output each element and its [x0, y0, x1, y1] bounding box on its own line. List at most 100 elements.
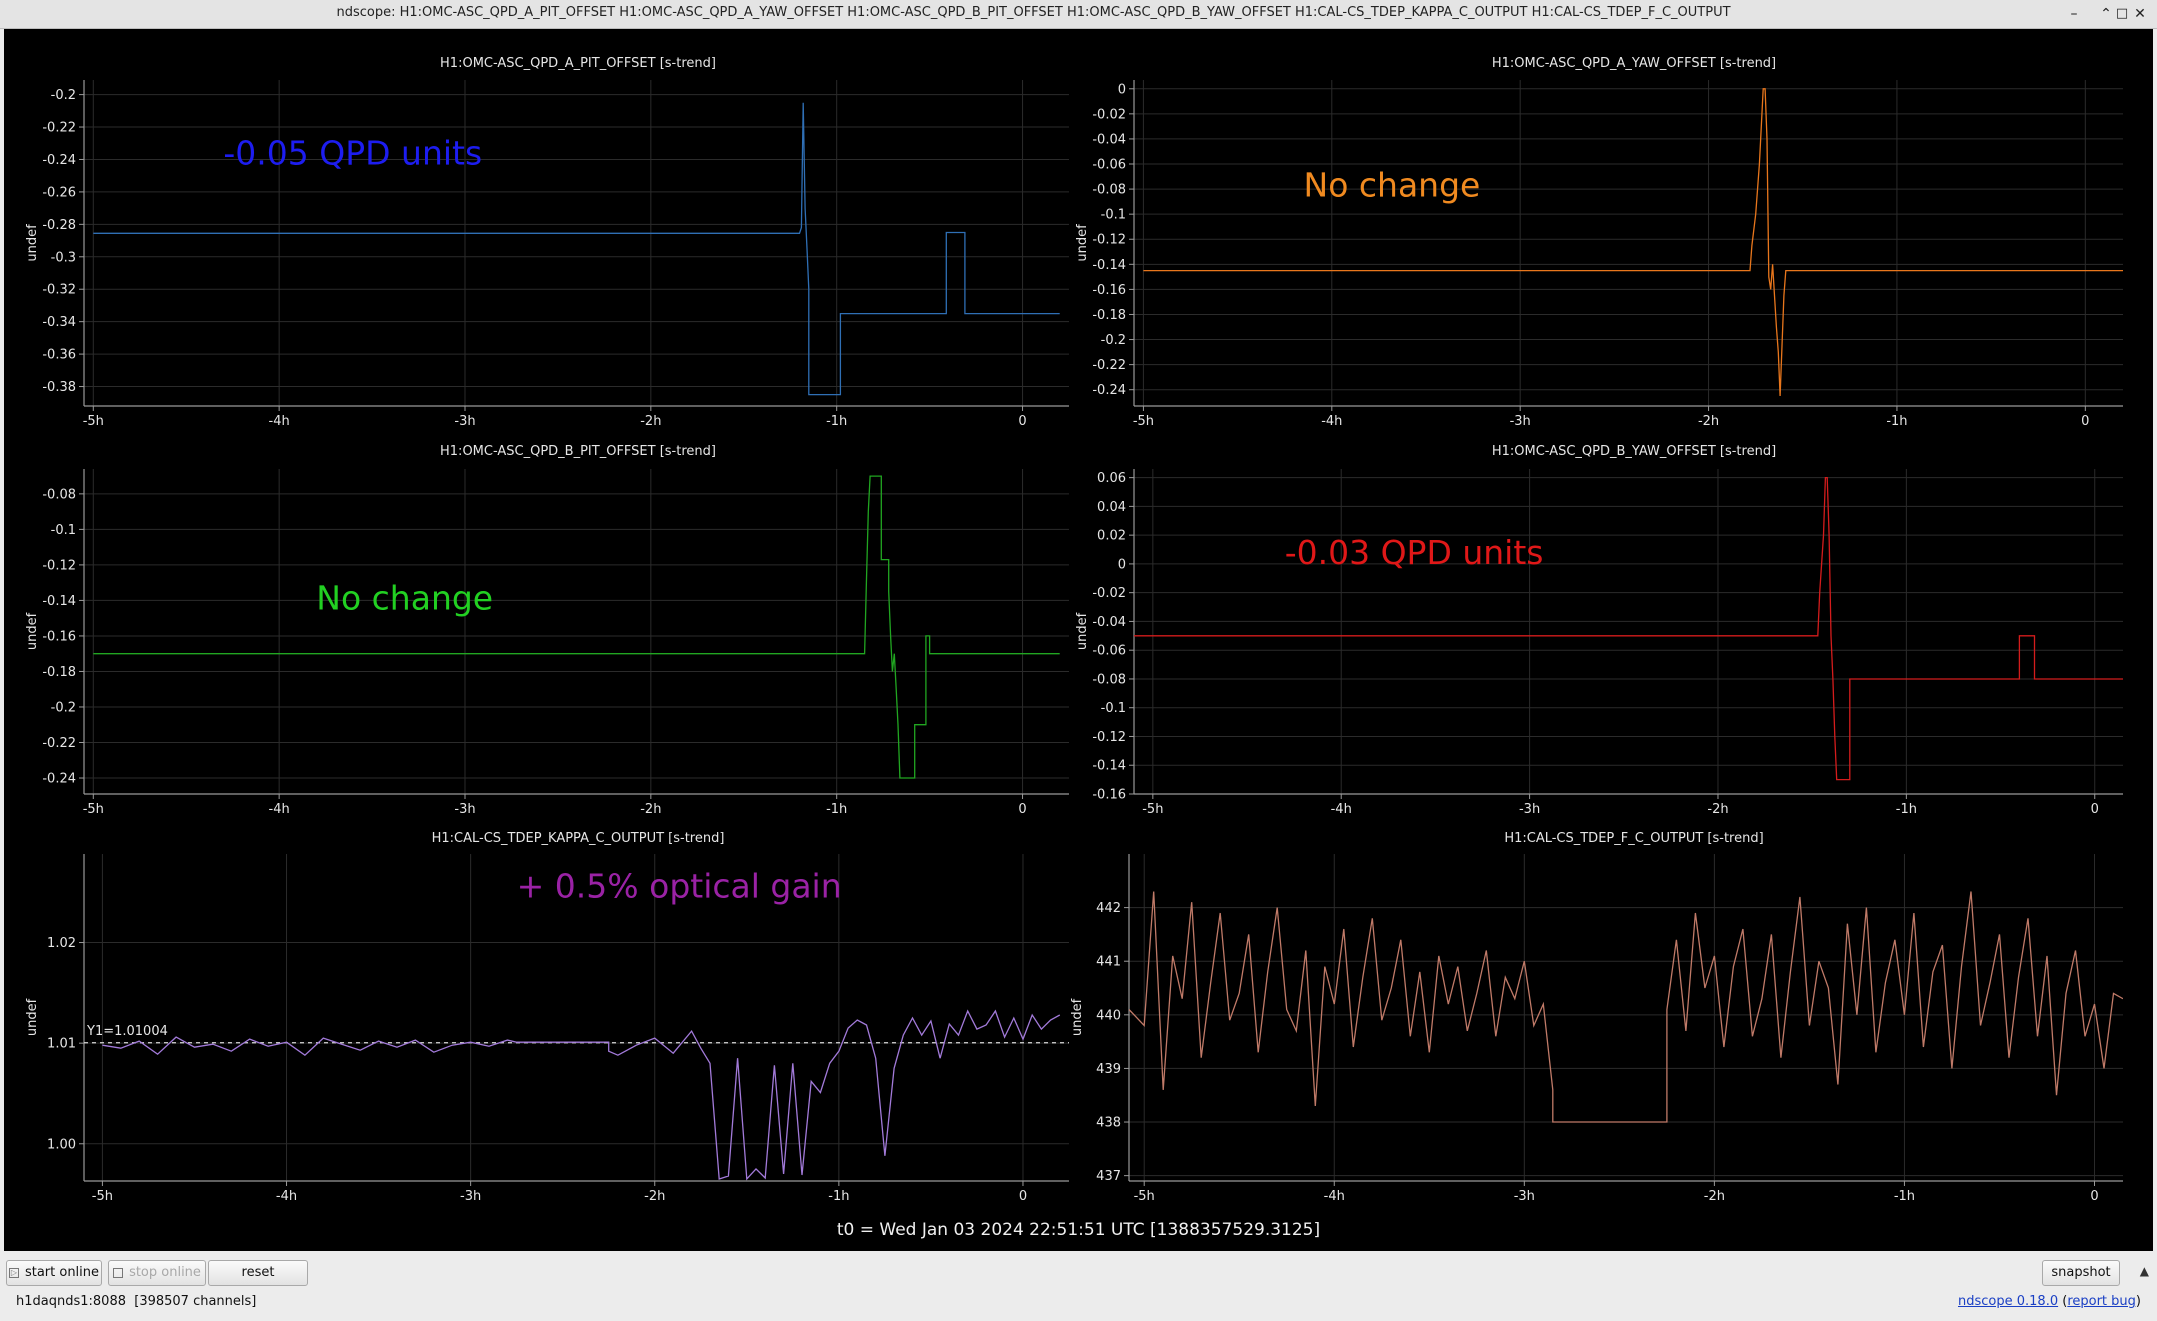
y-tick-label: -0.12 — [1092, 233, 1126, 248]
x-tick-label: -5h — [1134, 1189, 1155, 1204]
y-tick-label: -0.08 — [1092, 183, 1126, 198]
plot-annotation: + 0.5% optical gain — [517, 866, 842, 905]
y-tick-label: -0.16 — [1092, 283, 1126, 298]
plot-panel-3[interactable]: -5h -4h -3h -2h -1h 0 -0.08 -0.1 -0.12 -0.14 -0.16… — [25, 444, 1069, 817]
y-tick-label: -0.32 — [42, 283, 76, 298]
y-tick-label: -0.08 — [42, 487, 76, 502]
x-tick-label: -3h — [1510, 414, 1531, 429]
y-tick-label: 0 — [1118, 82, 1126, 97]
y-tick-label: 437 — [1096, 1169, 1121, 1184]
y-tick-label: -0.1 — [1101, 701, 1126, 716]
plots-canvas[interactable]: -5h -4h -3h -2h -1h 0 -0.2 -0.22 -0.24 -0.26 -0.28… — [4, 29, 2153, 1251]
y-tick-label: -0.16 — [1092, 788, 1126, 803]
start-online-button[interactable]: ▷ start online — [6, 1260, 102, 1286]
status-version: ndscope 0.18.0 (report bug) — [1958, 1294, 2141, 1309]
x-tick-label: -2h — [640, 802, 661, 817]
y-tick-label: -0.14 — [1092, 258, 1126, 273]
x-tick-label: -3h — [454, 414, 475, 429]
x-tick-label: -1h — [828, 1189, 849, 1204]
x-tick-label: -1h — [1894, 1189, 1915, 1204]
y-tick-label: -0.02 — [1092, 586, 1126, 601]
y-tick-label: -0.18 — [1092, 308, 1126, 323]
plot-panel-4[interactable]: -5h -4h -3h -2h -1h 0 0.06 0.04 0.02 0 -0.02 -0.04 -… — [1075, 444, 2123, 817]
x-tick-label: -1h — [826, 414, 847, 429]
plot-title: H1:OMC-ASC_QPD_A_PIT_OFFSET [s-trend] — [440, 56, 716, 71]
x-tick-label: -5h — [1142, 802, 1163, 817]
minimize-icon[interactable]: – — [2070, 6, 2078, 22]
plot-title: H1:OMC-ASC_QPD_A_YAW_OFFSET [s-trend] — [1492, 56, 1776, 71]
plot-title: H1:CAL-CS_TDEP_F_C_OUTPUT [s-trend] — [1504, 831, 1763, 846]
plot-title: H1:OMC-ASC_QPD_B_YAW_OFFSET [s-trend] — [1492, 444, 1776, 459]
series-line — [102, 1009, 1061, 1181]
plot-panel-6[interactable]: -5h -4h -3h -2h -1h 0 442 441 440 439 438 437 H1:CAL… — [1070, 831, 2123, 1204]
series-line — [1143, 88, 2123, 397]
maximize-icon[interactable]: □ — [2115, 6, 2129, 21]
y-axis-label: undef — [25, 998, 40, 1036]
stop-icon — [113, 1267, 124, 1278]
x-tick-label: 0 — [2090, 1189, 2098, 1204]
y-tick-label: 0 — [1118, 557, 1126, 572]
y-tick-label: 440 — [1096, 1008, 1121, 1023]
version-link[interactable]: ndscope 0.18.0 — [1958, 1294, 2059, 1309]
x-tick-label: -1h — [1896, 802, 1917, 817]
plot-area: -5h -4h -3h -2h -1h 0 -0.2 -0.22 -0.24 -0.26 -0.28… — [4, 29, 2153, 1251]
x-tick-label: -2h — [1698, 414, 1719, 429]
x-tick-label: -1h — [826, 802, 847, 817]
x-tick-label: -3h — [1519, 802, 1540, 817]
series-line — [93, 475, 1060, 779]
y-tick-label: -0.08 — [1092, 672, 1126, 687]
y-axis-label: undef — [1075, 224, 1090, 262]
y-axis-label: undef — [1070, 998, 1085, 1036]
restore-icon[interactable]: ⌃ — [2100, 6, 2112, 22]
plot-title: H1:OMC-ASC_QPD_B_PIT_OFFSET [s-trend] — [440, 444, 716, 459]
y-tick-label: -0.38 — [42, 380, 76, 395]
x-tick-label: 0 — [1019, 1189, 1027, 1204]
y-tick-label: 1.01 — [47, 1037, 76, 1052]
x-tick-label: -2h — [1704, 1189, 1725, 1204]
y-tick-label: 439 — [1096, 1062, 1121, 1077]
y-tick-label: 438 — [1096, 1116, 1121, 1131]
start-online-label: start online — [24, 1265, 100, 1280]
y-tick-label: -0.3 — [51, 250, 76, 265]
y-tick-label: 0.02 — [1097, 529, 1126, 544]
y-tick-label: -0.14 — [1092, 759, 1126, 774]
y-tick-label: -0.04 — [1092, 615, 1126, 630]
x-tick-label: -3h — [454, 802, 475, 817]
y-tick-label: 441 — [1096, 955, 1121, 970]
x-tick-label: 0 — [2091, 802, 2099, 817]
y-tick-label: -0.14 — [42, 594, 76, 609]
play-icon: ▷ — [8, 1267, 19, 1278]
reset-button[interactable]: reset — [208, 1260, 308, 1286]
x-tick-label: -4h — [1324, 1189, 1345, 1204]
x-tick-label: -2h — [640, 414, 661, 429]
t0-label: t0 = Wed Jan 03 2024 22:51:51 UTC [13883… — [836, 1220, 1321, 1240]
stop-online-button[interactable]: stop online — [108, 1260, 206, 1286]
y-tick-label: -0.22 — [42, 736, 76, 751]
series-line — [1129, 891, 2123, 1123]
x-tick-label: -5h — [83, 414, 104, 429]
plot-panel-1[interactable]: -5h -4h -3h -2h -1h 0 -0.2 -0.22 -0.24 -0.26 -0.28… — [25, 56, 1069, 429]
x-tick-label: -4h — [276, 1189, 297, 1204]
report-bug-link[interactable]: report bug — [2067, 1294, 2136, 1309]
y-tick-label: -0.24 — [42, 772, 76, 787]
channel-count: [398507 channels] — [134, 1294, 257, 1309]
server-address: h1daqnds1:8088 — [16, 1294, 126, 1309]
x-tick-label: -5h — [92, 1189, 113, 1204]
scroll-up-icon[interactable]: ▲ — [2139, 1264, 2149, 1278]
x-tick-label: -5h — [1133, 414, 1154, 429]
x-tick-label: -2h — [1707, 802, 1728, 817]
y-tick-label: -0.12 — [42, 558, 76, 573]
close-icon[interactable]: ✕ — [2134, 6, 2146, 22]
plot-panel-5[interactable]: -5h -4h -3h -2h -1h 0 1.02 1.01 1.00 H1:CAL-CS_TD… — [25, 831, 1069, 1204]
y-axis-label: undef — [1075, 612, 1090, 650]
plot-panel-2[interactable]: -5h -4h -3h -2h -1h 0 0 -0.02 -0.04 -0.06 -0.08 -0.… — [1075, 56, 2123, 429]
reference-cursor-label: Y1=1.01004 — [86, 1024, 168, 1039]
window-titlebar: ndscope: H1:OMC-ASC_QPD_A_PIT_OFFSET H1:… — [0, 0, 2157, 29]
snapshot-button[interactable]: snapshot — [2042, 1260, 2120, 1286]
y-tick-label: 0.04 — [1097, 500, 1126, 515]
x-tick-label: -4h — [269, 414, 290, 429]
x-tick-label: -5h — [83, 802, 104, 817]
y-tick-label: -0.24 — [42, 153, 76, 168]
y-tick-label: -0.22 — [1092, 358, 1126, 373]
y-tick-label: -0.1 — [51, 523, 76, 538]
